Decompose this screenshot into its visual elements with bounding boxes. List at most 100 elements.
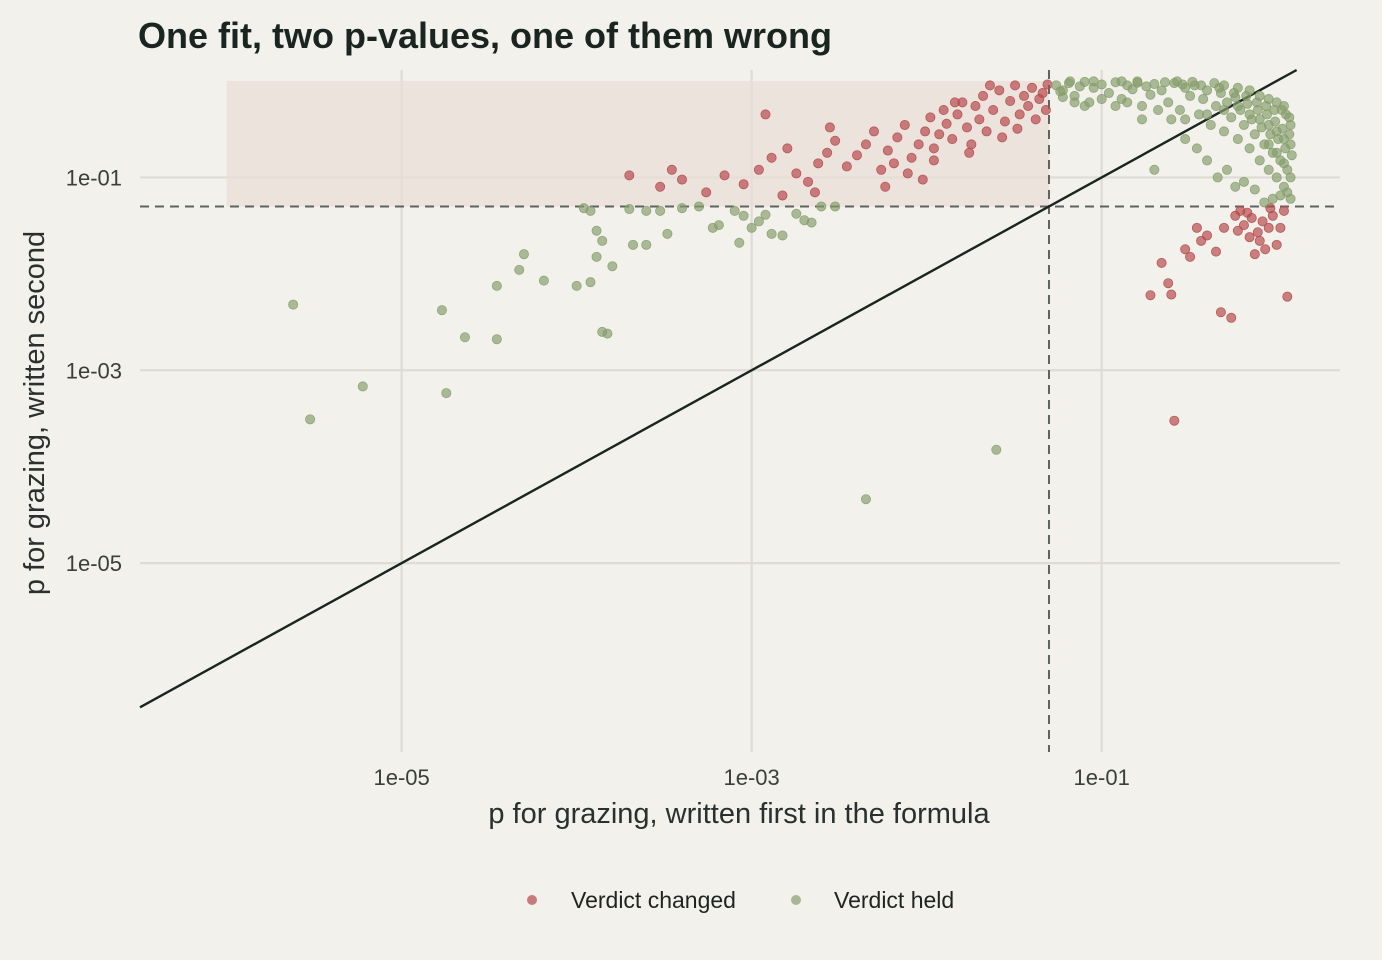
- changed-point-42: [999, 116, 1010, 127]
- changed-point-57: [917, 174, 928, 185]
- chart-title: One fit, two p-values, one of them wrong: [138, 15, 832, 56]
- held-point-44: [860, 494, 871, 505]
- held-point-146: [1285, 119, 1296, 130]
- held-point-118: [1191, 143, 1202, 154]
- changed-point-11: [803, 176, 814, 187]
- held-point-7: [491, 280, 502, 291]
- held-point-111: [1259, 197, 1270, 208]
- held-point-114: [1230, 181, 1241, 192]
- changed-point-62: [997, 132, 1008, 143]
- changed-point-28: [934, 129, 945, 140]
- held-point-38: [777, 230, 788, 241]
- changed-point-87: [1249, 249, 1260, 260]
- changed-point-96: [1278, 205, 1289, 216]
- held-point-51: [1079, 76, 1090, 87]
- shaded-region-rect: [226, 80, 1049, 207]
- held-point-116: [1212, 172, 1223, 183]
- changed-point-14: [830, 135, 841, 146]
- changed-point-77: [1202, 230, 1213, 241]
- held-point-167: [1285, 139, 1296, 150]
- held-point-153: [1228, 88, 1239, 99]
- held-point-34: [746, 222, 757, 233]
- held-point-158: [1180, 114, 1191, 125]
- legend-marker-held: [791, 895, 801, 905]
- changed-point-8: [766, 152, 777, 163]
- changed-point-18: [868, 126, 879, 137]
- held-point-11: [571, 280, 582, 291]
- held-point-150: [1261, 101, 1272, 112]
- changed-point-53: [1042, 79, 1053, 90]
- held-point-152: [1241, 90, 1252, 101]
- held-point-21: [624, 204, 635, 215]
- held-point-64: [1149, 79, 1160, 90]
- changed-point-21: [892, 132, 903, 143]
- changed-point-20: [882, 145, 893, 156]
- held-point-20: [607, 261, 618, 272]
- held-point-2: [357, 381, 368, 392]
- x-axis-title: p for grazing, written first in the form…: [488, 798, 990, 830]
- held-point-59: [1127, 84, 1138, 95]
- changed-point-74: [1185, 251, 1196, 262]
- changed-point-56: [888, 158, 899, 169]
- held-point-84: [1238, 119, 1249, 130]
- held-point-3: [436, 305, 447, 316]
- changed-point-40: [988, 105, 999, 116]
- y-tick-label-1: 1e-03: [66, 358, 122, 383]
- changed-point-34: [961, 122, 972, 133]
- held-point-32: [734, 237, 745, 248]
- x-tick-label-1: 1e-03: [724, 765, 780, 790]
- held-point-55: [1103, 88, 1114, 99]
- held-point-121: [1153, 105, 1164, 116]
- changed-point-7: [753, 164, 764, 175]
- held-point-26: [662, 228, 673, 239]
- changed-point-1: [655, 181, 666, 192]
- legend-marker-changed: [527, 895, 537, 905]
- changed-point-9: [782, 143, 793, 154]
- changed-point-90: [1257, 216, 1268, 227]
- held-point-4: [441, 388, 452, 399]
- held-point-33: [738, 210, 749, 221]
- held-point-90: [1254, 155, 1265, 166]
- held-point-15: [591, 251, 602, 262]
- held-point-126: [1079, 101, 1090, 112]
- held-point-80: [1226, 112, 1237, 123]
- held-point-157: [1149, 164, 1160, 175]
- held-point-112: [1249, 184, 1260, 195]
- changed-point-37: [974, 114, 985, 125]
- changed-point-63: [1012, 123, 1023, 134]
- held-point-141: [1159, 77, 1170, 88]
- changed-point-75: [1191, 222, 1202, 233]
- held-point-0: [288, 299, 299, 310]
- changed-point-64: [777, 190, 788, 201]
- held-point-78: [1219, 126, 1230, 137]
- changed-point-52: [1040, 105, 1051, 116]
- held-point-19: [602, 328, 613, 339]
- held-point-63: [1145, 89, 1156, 100]
- held-point-1: [305, 414, 316, 425]
- changed-point-97: [1282, 291, 1293, 302]
- changed-point-48: [1027, 82, 1038, 93]
- changed-point-30: [941, 118, 952, 129]
- changed-point-25: [920, 126, 931, 137]
- tick-labels: 1e-05 1e-03 1e-01 1e-05 1e-03 1e-01: [66, 165, 1130, 790]
- held-point-9: [518, 249, 529, 260]
- held-point-14: [585, 277, 596, 288]
- changed-point-15: [841, 161, 852, 172]
- held-point-166: [1278, 134, 1289, 145]
- held-point-70: [1185, 90, 1196, 101]
- held-point-164: [1263, 119, 1274, 130]
- held-point-23: [641, 239, 652, 250]
- changed-point-67: [902, 168, 913, 179]
- held-point-117: [1202, 155, 1213, 166]
- held-point-151: [1251, 97, 1262, 108]
- held-point-88: [1249, 129, 1260, 140]
- changed-point-85: [1244, 232, 1255, 243]
- held-point-42: [816, 201, 827, 212]
- changed-point-92: [1263, 222, 1274, 233]
- held-point-145: [1065, 76, 1076, 87]
- held-point-17: [591, 225, 602, 236]
- held-point-68: [1174, 105, 1185, 116]
- changed-point-35: [966, 139, 977, 150]
- changed-point-29: [938, 105, 949, 116]
- changed-point-31: [947, 134, 958, 145]
